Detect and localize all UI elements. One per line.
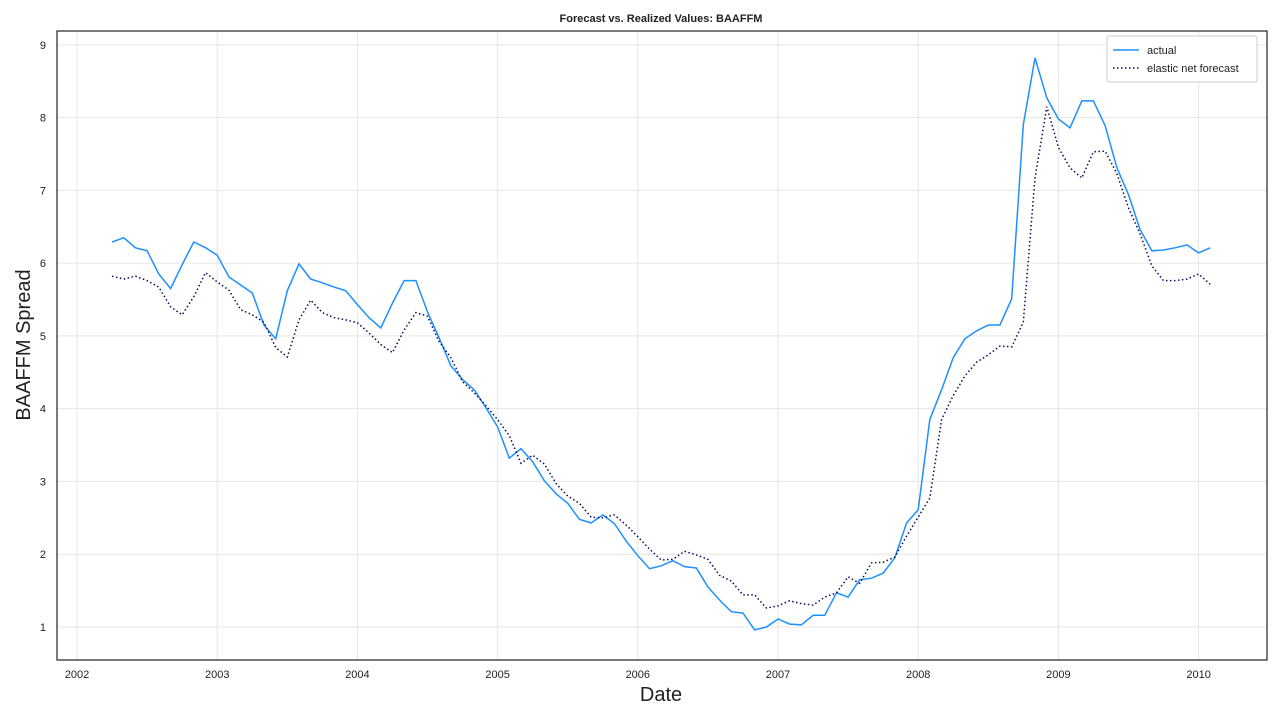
x-tick-label: 2010 <box>1186 669 1210 681</box>
x-tick-label: 2006 <box>626 669 650 681</box>
x-tick-label: 2002 <box>65 669 89 681</box>
series-line <box>111 106 1211 609</box>
series-line <box>111 57 1211 631</box>
y-tick-label: 1 <box>40 622 46 634</box>
x-tick-label: 2004 <box>345 669 369 681</box>
y-tick-label: 2 <box>40 549 46 561</box>
x-tick-label: 2007 <box>766 669 790 681</box>
x-tick-label: 2008 <box>906 669 930 681</box>
x-axis-label: Date <box>640 684 682 706</box>
legend-label: actual <box>1147 45 1176 57</box>
y-tick-label: 7 <box>40 185 46 197</box>
y-tick-label: 4 <box>40 404 46 416</box>
y-axis-label: BAAFFM Spread <box>13 269 35 420</box>
legend: actual elastic net forecast <box>1106 35 1258 83</box>
legend-label: elastic net forecast <box>1147 63 1239 75</box>
legend-box <box>1106 35 1258 83</box>
y-tick-label: 5 <box>40 331 46 343</box>
x-tick-label: 2003 <box>205 669 229 681</box>
chart-title: Forecast vs. Realized Values: BAAFFM <box>560 13 763 25</box>
y-tick-label: 6 <box>40 258 46 270</box>
plot-frame <box>56 30 1268 661</box>
x-tick-label: 2009 <box>1046 669 1070 681</box>
y-tick-label: 9 <box>40 40 46 52</box>
y-tick-label: 3 <box>40 476 46 488</box>
x-tick-label: 2005 <box>485 669 509 681</box>
y-tick-label: 8 <box>40 113 46 125</box>
